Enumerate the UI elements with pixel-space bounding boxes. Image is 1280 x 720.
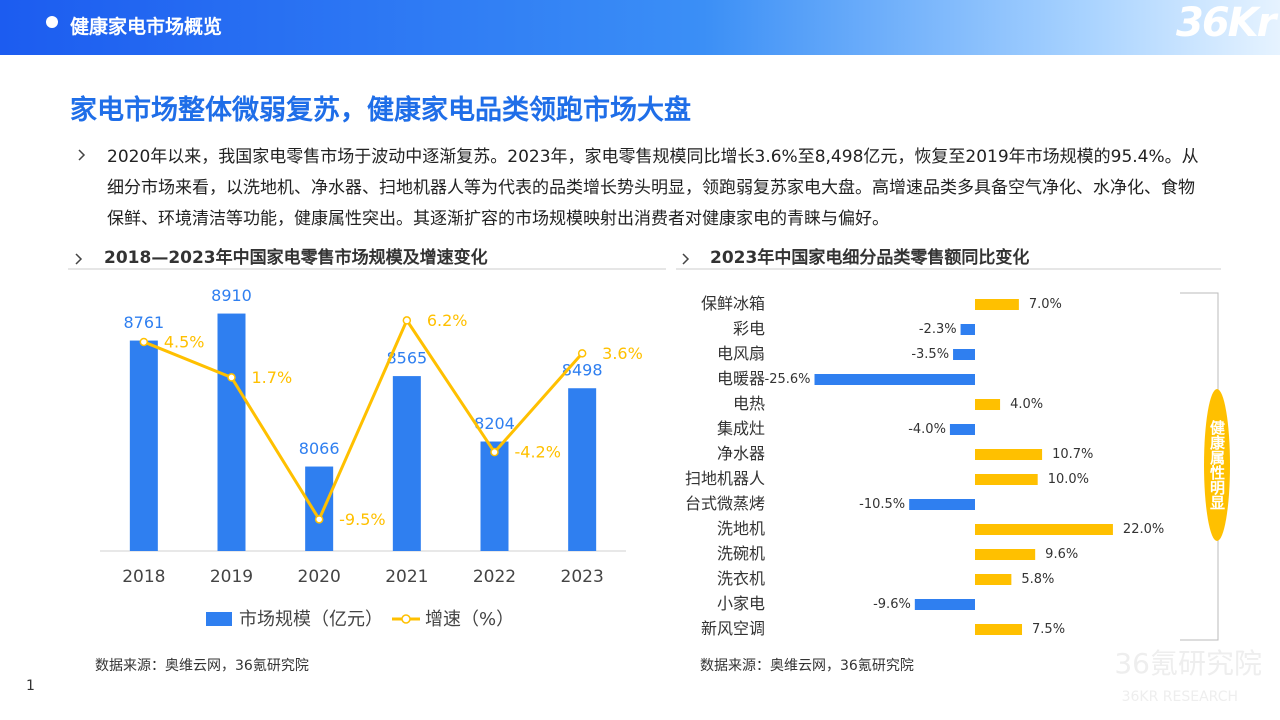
- bar: [129, 340, 158, 551]
- bar: [392, 376, 421, 551]
- x-tick-label: 2020: [298, 567, 341, 587]
- category-label: 净水器: [717, 444, 765, 463]
- value-label: 10.7%: [1052, 447, 1093, 462]
- bullet: [682, 253, 690, 265]
- value-label: -4.2%: [515, 443, 561, 462]
- growth-line: [143, 317, 584, 523]
- value-label: 8910: [211, 286, 252, 305]
- annotation-oval: [1204, 389, 1230, 541]
- growth-point: [227, 373, 236, 382]
- category-label: 电暖器: [717, 369, 765, 388]
- category-label: 电风扇: [717, 344, 765, 363]
- category-label: 电热: [733, 394, 765, 413]
- watermark: 36氪研究院: [1114, 647, 1262, 680]
- watermark: 36KR RESEARCH: [1122, 689, 1238, 705]
- bar: [305, 466, 334, 551]
- value-label: 5.8%: [1021, 572, 1054, 587]
- category-label: 新风空调: [701, 619, 765, 638]
- value-label: 9.6%: [1045, 547, 1078, 562]
- header-bar: 健康家电市场概览 36Kr: [0, 0, 1280, 55]
- category-label: 扫地机器人: [685, 469, 765, 488]
- legend-label: 增速（%）: [425, 609, 514, 630]
- growth-point: [139, 337, 149, 347]
- value-label: -2.3%: [919, 322, 957, 337]
- category-label: 洗地机: [717, 519, 765, 538]
- value-label: 8204: [474, 414, 515, 433]
- category-label: 洗衣机: [717, 569, 765, 588]
- value-label: 3.6%: [602, 344, 643, 363]
- bullet: [75, 253, 83, 265]
- page-number: 1: [26, 678, 35, 694]
- source: 数据来源：奥维云网，36氪研究院: [95, 657, 309, 674]
- bar: [953, 349, 975, 360]
- value-label: -9.5%: [339, 510, 385, 529]
- value-label: 8066: [299, 439, 340, 458]
- bar: [975, 299, 1019, 310]
- bar: [975, 449, 1043, 460]
- x-tick-label: 2019: [210, 567, 253, 587]
- value-label: 4.0%: [1010, 397, 1043, 412]
- source: 数据来源：奥维云网，36氪研究院: [700, 657, 914, 674]
- value-label: -10.5%: [859, 497, 905, 512]
- value-label: -9.6%: [873, 597, 911, 612]
- growth-point: [314, 515, 324, 524]
- growth-point: [402, 316, 412, 325]
- value-label: 4.5%: [164, 332, 205, 351]
- x-tick-label: 2022: [473, 567, 516, 587]
- legend-swatch: [206, 612, 232, 626]
- value-label: 8565: [386, 349, 427, 368]
- bar: [975, 574, 1012, 585]
- value-label: 8761: [123, 313, 164, 332]
- bar: [568, 388, 597, 551]
- bar: [480, 441, 509, 551]
- bar: [975, 474, 1038, 485]
- body-text: 2020年以来，我国家电零售市场于波动中逐渐复苏。2023年，家电零售规模同比增…: [107, 147, 1199, 229]
- value-label: 7.5%: [1032, 622, 1065, 637]
- value-label: -3.5%: [911, 347, 949, 362]
- category-label: 台式微蒸烤: [685, 494, 765, 513]
- x-tick-label: 2023: [561, 567, 604, 587]
- legend-swatch: [401, 614, 411, 624]
- bar: [975, 524, 1113, 535]
- chart-title: 2023年中国家电细分品类零售额同比变化: [710, 247, 1029, 268]
- annotation: 健康属性明显: [1208, 419, 1226, 510]
- bar: [814, 374, 975, 385]
- bar: [909, 499, 975, 510]
- header-dot: [46, 16, 58, 28]
- legend-label: 市场规模（亿元）: [239, 609, 383, 630]
- bar: [914, 599, 975, 610]
- value-label: 10.0%: [1048, 472, 1089, 487]
- slide-title: 家电市场整体微弱复苏，健康家电品类领跑市场大盘: [70, 95, 691, 126]
- logo: 36Kr: [1176, 0, 1276, 46]
- value-label: 1.7%: [252, 368, 293, 387]
- value-label: 22.0%: [1123, 522, 1164, 537]
- category-label: 保鲜冰箱: [701, 294, 765, 313]
- bar: [975, 399, 1001, 410]
- chart-title: 2018—2023年中国家电零售市场规模及增速变化: [104, 247, 488, 268]
- bar: [217, 313, 246, 551]
- value-label: 7.0%: [1029, 297, 1062, 312]
- header-title: 健康家电市场概览: [70, 16, 223, 38]
- value-label: -25.6%: [765, 372, 811, 387]
- value-label: 6.2%: [427, 311, 468, 330]
- value-label: -4.0%: [908, 422, 946, 437]
- bullet: [78, 149, 86, 161]
- bar: [975, 624, 1023, 635]
- bar: [975, 549, 1036, 560]
- x-tick-label: 2021: [385, 567, 428, 587]
- bar: [960, 324, 975, 335]
- growth-point: [577, 349, 587, 358]
- category-label: 彩电: [733, 319, 765, 338]
- x-tick-label: 2018: [122, 567, 165, 587]
- category-label: 洗碗机: [717, 544, 765, 563]
- category-label: 小家电: [717, 594, 765, 613]
- growth-point: [490, 447, 499, 457]
- bar: [949, 424, 975, 435]
- category-label: 集成灶: [717, 419, 765, 438]
